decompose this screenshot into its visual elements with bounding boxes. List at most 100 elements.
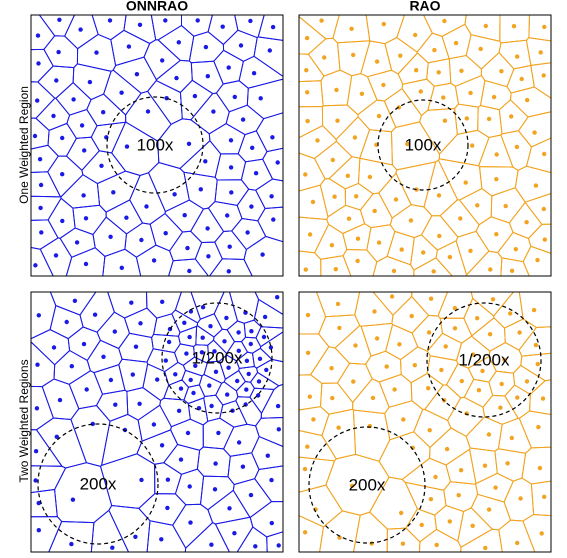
- site-point: [228, 138, 234, 143]
- voronoi-cell: [157, 24, 195, 62]
- site-point: [119, 90, 124, 95]
- site-point: [389, 294, 395, 299]
- site-point: [139, 477, 144, 483]
- site-point: [499, 381, 504, 387]
- voronoi-cell: [352, 409, 391, 462]
- voronoi-cell: [530, 62, 552, 100]
- site-point: [134, 72, 140, 77]
- site-point: [443, 344, 448, 349]
- site-point: [232, 531, 237, 536]
- site-point: [494, 177, 499, 182]
- site-point: [54, 78, 59, 83]
- voronoi-cell: [257, 14, 284, 41]
- site-point: [463, 180, 468, 185]
- site-point: [315, 138, 320, 143]
- site-point: [208, 324, 213, 329]
- site-point: [537, 465, 543, 471]
- site-point: [305, 118, 310, 124]
- site-point: [541, 206, 546, 212]
- site-point: [452, 306, 458, 311]
- voronoi-cell: [47, 155, 84, 198]
- site-point: [432, 47, 437, 53]
- site-point: [330, 157, 335, 163]
- site-point: [439, 367, 444, 373]
- column-title: ONNRAO: [126, 0, 188, 14]
- site-point: [518, 496, 523, 501]
- region-label: 200x: [80, 474, 117, 493]
- voronoi-cell: [232, 478, 273, 518]
- site-point: [129, 300, 134, 305]
- site-point: [155, 377, 160, 382]
- site-point: [498, 405, 503, 410]
- voronoi-cell: [164, 199, 205, 233]
- panel-frame: [298, 14, 552, 277]
- site-point: [32, 133, 38, 139]
- site-point: [515, 540, 520, 546]
- site-point: [172, 192, 177, 197]
- voronoi-cell: [234, 14, 265, 39]
- site-point: [246, 371, 251, 377]
- voronoi-cell: [249, 371, 280, 391]
- site-point: [187, 484, 192, 489]
- voronoi-cell: [445, 363, 475, 399]
- site-point: [178, 457, 184, 462]
- voronoi-cell: [493, 291, 524, 329]
- site-point: [398, 53, 403, 58]
- site-point: [442, 118, 448, 123]
- site-point: [124, 215, 129, 220]
- site-point: [78, 27, 83, 32]
- row-label: Two Weighted Regions: [17, 359, 31, 482]
- site-point: [34, 406, 40, 411]
- site-point: [515, 54, 520, 59]
- voronoi-cell: [237, 130, 268, 163]
- site-point: [227, 244, 232, 249]
- site-point: [486, 432, 492, 437]
- voronoi-cell: [445, 448, 477, 485]
- voronoi-cell: [102, 248, 142, 277]
- site-point: [542, 237, 547, 242]
- voronoi-cell: [508, 201, 543, 240]
- site-point: [434, 542, 439, 548]
- site-point: [186, 141, 192, 146]
- site-point: [238, 43, 244, 48]
- site-point: [119, 265, 125, 270]
- site-point: [108, 234, 113, 239]
- site-point: [426, 330, 432, 335]
- site-point: [329, 366, 334, 371]
- voronoi-cell: [136, 429, 179, 465]
- voronoi-cell: [321, 408, 357, 460]
- voronoi-cell: [164, 361, 187, 386]
- site-point: [336, 425, 341, 430]
- site-point: [151, 258, 157, 263]
- site-point: [253, 171, 259, 176]
- voronoi-cell: [72, 63, 112, 101]
- voronoi-cell: [266, 531, 284, 553]
- voronoi-cell: [458, 188, 493, 226]
- site-point: [264, 367, 269, 373]
- voronoi-cell: [498, 519, 536, 553]
- site-point: [475, 203, 480, 208]
- site-point: [79, 123, 85, 128]
- voronoi-cell: [255, 178, 284, 210]
- voronoi-cell: [145, 291, 183, 319]
- site-point: [276, 427, 281, 432]
- site-point: [541, 73, 546, 78]
- site-point: [151, 422, 157, 427]
- voronoi-cell: [30, 340, 56, 388]
- voronoi-cell: [500, 257, 530, 277]
- voronoi-cell: [490, 187, 526, 224]
- site-point: [206, 254, 211, 259]
- site-point: [413, 32, 418, 38]
- voronoi-cell: [443, 481, 479, 513]
- site-point: [226, 269, 231, 274]
- site-point: [33, 263, 38, 268]
- site-point: [267, 48, 272, 53]
- site-point: [376, 240, 382, 245]
- site-point: [200, 335, 205, 340]
- site-point: [441, 95, 446, 100]
- site-point: [184, 351, 189, 356]
- voronoi-cell: [30, 219, 59, 250]
- voronoi-cell: [455, 230, 490, 276]
- voronoi-cell: [243, 319, 262, 339]
- site-point: [188, 377, 193, 383]
